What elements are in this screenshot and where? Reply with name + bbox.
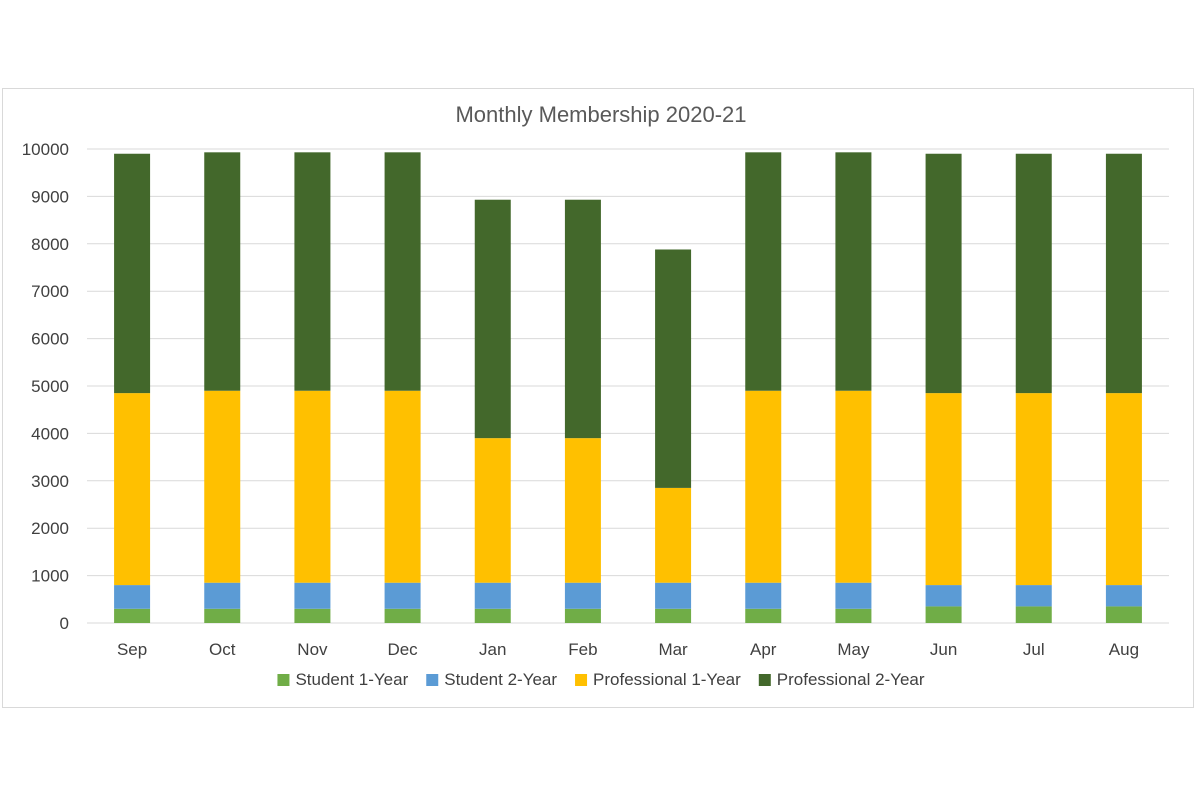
bar-student-1-year-may bbox=[835, 608, 872, 623]
bar-student-2-year-jan bbox=[474, 582, 511, 609]
y-tick-label: 10000 bbox=[22, 140, 69, 159]
bar-professional-2-year-jul bbox=[1015, 153, 1052, 394]
y-tick-label: 4000 bbox=[31, 424, 69, 443]
x-tick-label: Jun bbox=[930, 640, 957, 659]
bar-professional-2-year-feb bbox=[564, 199, 601, 439]
bar-professional-1-year-jul bbox=[1015, 393, 1052, 586]
bar-professional-1-year-oct bbox=[204, 390, 241, 583]
chart-frame: Monthly Membership 2020-21 0 1000 2000 3000… bbox=[2, 88, 1194, 708]
y-tick-label: 5000 bbox=[31, 377, 69, 396]
bar-professional-2-year-jun bbox=[925, 153, 962, 394]
bar-student-1-year-oct bbox=[204, 608, 241, 623]
bar-professional-2-year-jan bbox=[474, 199, 511, 439]
bar-student-1-year-jul bbox=[1015, 606, 1052, 623]
legend-label-professional-2-year: Professional 2-Year bbox=[777, 670, 925, 689]
bar-professional-1-year-aug bbox=[1105, 393, 1142, 586]
bar-professional-2-year-nov bbox=[294, 152, 331, 391]
y-tick-label: 3000 bbox=[31, 472, 69, 491]
legend: Student 1-Year Student 2-Year Professional… bbox=[277, 670, 925, 689]
chart-title: Monthly Membership 2020-21 bbox=[455, 102, 746, 127]
bar-professional-1-year-mar bbox=[655, 487, 692, 583]
bar-student-2-year-aug bbox=[1105, 585, 1142, 607]
x-axis-ticks: Sep Oct Nov Dec Jan Feb Mar Apr May Jun Jul Aug bbox=[117, 640, 1139, 659]
legend-swatch-professional-1-year bbox=[575, 674, 588, 686]
bars bbox=[114, 152, 1142, 623]
bar-student-2-year-oct bbox=[204, 582, 241, 609]
y-tick-label: 0 bbox=[60, 614, 69, 633]
bar-student-1-year-sep bbox=[114, 608, 151, 623]
bar-professional-2-year-oct bbox=[204, 152, 241, 391]
x-tick-label: Oct bbox=[209, 640, 236, 659]
bar-professional-2-year-sep bbox=[114, 153, 151, 394]
x-tick-label: Apr bbox=[750, 640, 777, 659]
y-tick-label: 2000 bbox=[31, 519, 69, 538]
x-tick-label: Feb bbox=[568, 640, 597, 659]
legend-swatch-student-2-year bbox=[426, 674, 439, 686]
bar-student-1-year-aug bbox=[1105, 606, 1142, 623]
bar-student-2-year-feb bbox=[564, 582, 601, 609]
x-tick-label: Jan bbox=[479, 640, 506, 659]
bar-professional-1-year-jan bbox=[474, 438, 511, 583]
bar-professional-2-year-may bbox=[835, 152, 872, 391]
bar-professional-1-year-sep bbox=[114, 393, 151, 586]
bar-student-1-year-jan bbox=[474, 608, 511, 623]
bar-student-2-year-jul bbox=[1015, 585, 1052, 607]
y-tick-label: 1000 bbox=[31, 567, 69, 586]
bar-student-2-year-may bbox=[835, 582, 872, 609]
x-tick-label: Jul bbox=[1023, 640, 1045, 659]
legend-label-professional-1-year: Professional 1-Year bbox=[593, 670, 741, 689]
legend-swatch-professional-2-year bbox=[758, 674, 771, 686]
bar-professional-1-year-jun bbox=[925, 393, 962, 586]
bar-student-1-year-jun bbox=[925, 606, 962, 623]
bar-student-1-year-nov bbox=[294, 608, 331, 623]
x-tick-label: Nov bbox=[297, 640, 328, 659]
legend-label-student-1-year: Student 1-Year bbox=[295, 670, 408, 689]
bar-student-2-year-jun bbox=[925, 585, 962, 607]
bar-student-2-year-nov bbox=[294, 582, 331, 609]
bar-professional-2-year-dec bbox=[384, 152, 421, 391]
bar-professional-2-year-aug bbox=[1105, 153, 1142, 394]
bar-student-1-year-feb bbox=[564, 608, 601, 623]
bar-student-2-year-dec bbox=[384, 582, 421, 609]
x-tick-label: Dec bbox=[387, 640, 418, 659]
bar-student-1-year-apr bbox=[745, 608, 782, 623]
x-tick-label: Mar bbox=[658, 640, 688, 659]
x-tick-label: May bbox=[837, 640, 870, 659]
y-tick-label: 7000 bbox=[31, 282, 69, 301]
bar-professional-1-year-apr bbox=[745, 390, 782, 583]
bar-professional-1-year-dec bbox=[384, 390, 421, 583]
y-tick-label: 6000 bbox=[31, 330, 69, 349]
bar-professional-2-year-apr bbox=[745, 152, 782, 391]
y-tick-label: 9000 bbox=[31, 187, 69, 206]
x-tick-label: Aug bbox=[1109, 640, 1139, 659]
bar-student-2-year-mar bbox=[655, 582, 692, 609]
bar-student-1-year-mar bbox=[655, 608, 692, 623]
y-axis-ticks: 0 1000 2000 3000 4000 5000 6000 7000 8000 9000 100… bbox=[22, 140, 69, 633]
bar-professional-1-year-nov bbox=[294, 390, 331, 583]
bar-professional-1-year-feb bbox=[564, 438, 601, 583]
y-tick-label: 8000 bbox=[31, 235, 69, 254]
x-tick-label: Sep bbox=[117, 640, 147, 659]
bar-professional-2-year-mar bbox=[655, 249, 692, 488]
bar-student-1-year-dec bbox=[384, 608, 421, 623]
legend-swatch-student-1-year bbox=[277, 674, 290, 686]
legend-label-student-2-year: Student 2-Year bbox=[444, 670, 557, 689]
chart-svg: Monthly Membership 2020-21 0 1000 2000 3000… bbox=[22, 102, 1169, 689]
bar-student-2-year-apr bbox=[745, 582, 782, 609]
bar-student-2-year-sep bbox=[114, 585, 151, 609]
bar-professional-1-year-may bbox=[835, 390, 872, 583]
grid-layer bbox=[87, 148, 1169, 624]
